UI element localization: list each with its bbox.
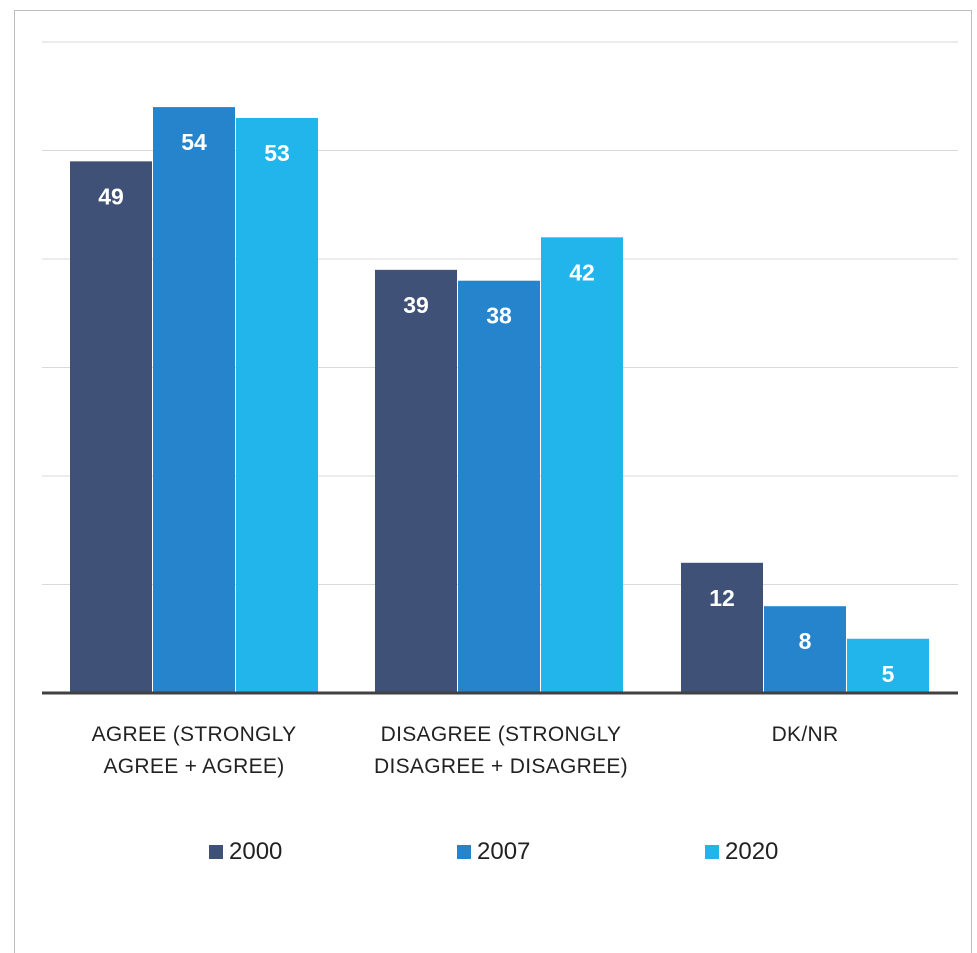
- bar-2000-2: [681, 562, 763, 693]
- data-label: 54: [181, 129, 207, 155]
- data-label: 42: [569, 259, 595, 285]
- legend-label: 2020: [725, 838, 779, 865]
- category-label-line: AGREE + AGREE): [103, 755, 285, 778]
- bar-2000-0: [70, 161, 152, 694]
- chart-frame: [14, 10, 972, 953]
- category-label-line: DK/NR: [771, 723, 839, 746]
- category-label-line: DISAGREE + DISAGREE): [374, 755, 628, 778]
- category-label-dknr: DK/NR: [655, 719, 955, 751]
- bar-2007-2: [764, 606, 846, 693]
- data-label: 5: [882, 661, 895, 687]
- category-label-line: DISAGREE (STRONGLY: [380, 723, 622, 746]
- bar-2020-0: [236, 117, 318, 693]
- bar-2007-1: [458, 280, 540, 693]
- data-label: 12: [709, 585, 735, 611]
- legend-swatch: [457, 845, 471, 859]
- legend-item-2007: 2007: [457, 838, 530, 866]
- bar-2020-2: [847, 638, 929, 693]
- legend-label: 2000: [229, 838, 283, 865]
- data-label: 8: [799, 628, 812, 654]
- category-label-agree: AGREE (STRONGLY AGREE + AGREE): [44, 719, 344, 783]
- bar-2020-1: [541, 237, 623, 694]
- data-label: 49: [98, 183, 124, 209]
- legend-item-2000: 2000: [209, 838, 282, 866]
- data-label: 53: [264, 140, 290, 166]
- category-label-disagree: DISAGREE (STRONGLY DISAGREE + DISAGREE): [351, 719, 651, 783]
- bar-2007-0: [153, 107, 235, 694]
- legend-item-2020: 2020: [705, 838, 778, 866]
- legend-swatch: [705, 845, 719, 859]
- legend: 2000 2007 2020: [0, 838, 977, 878]
- legend-swatch: [209, 845, 223, 859]
- category-label-line: AGREE (STRONGLY: [91, 723, 297, 746]
- data-label: 39: [403, 292, 429, 318]
- bar-2000-1: [375, 269, 457, 693]
- data-label: 38: [486, 303, 512, 329]
- legend-label: 2007: [477, 838, 531, 865]
